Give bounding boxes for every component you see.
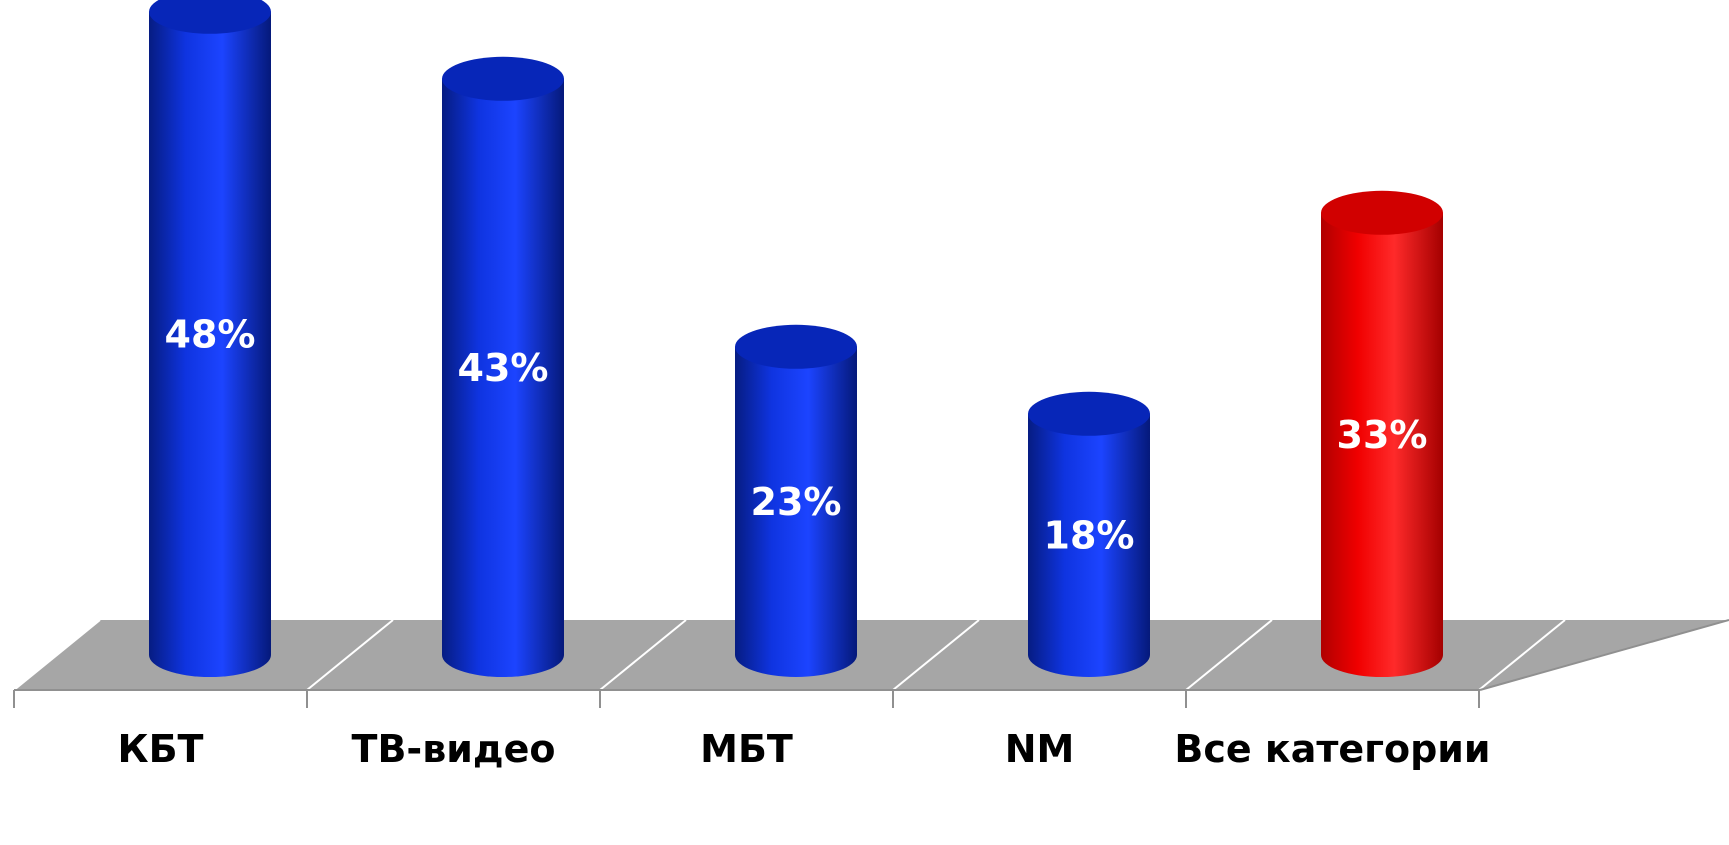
floor-divider bbox=[13, 619, 101, 691]
bar bbox=[1321, 190, 1443, 678]
bar bbox=[442, 56, 564, 678]
category-labels: КБТ ТВ-видео МБТ NM Все категории bbox=[118, 727, 1491, 771]
floor-edge-line bbox=[1479, 619, 1729, 691]
floor-divider bbox=[1185, 619, 1273, 691]
category-label: NM bbox=[1005, 727, 1075, 771]
category-label: ТВ-видео bbox=[352, 727, 556, 771]
data-label: 33% bbox=[1337, 413, 1428, 457]
floor-divider bbox=[892, 619, 980, 691]
bar-body bbox=[1321, 212, 1443, 678]
chart-floor bbox=[13, 619, 1729, 691]
data-label: 48% bbox=[165, 312, 256, 356]
floor-divider bbox=[306, 619, 394, 691]
data-label: 18% bbox=[1044, 513, 1135, 557]
bar-body bbox=[442, 78, 564, 678]
bar-body bbox=[1028, 413, 1150, 677]
bar-top bbox=[442, 56, 564, 101]
bar-body bbox=[149, 11, 271, 677]
bar bbox=[1028, 391, 1150, 677]
category-label: Все категории bbox=[1174, 727, 1490, 771]
bars bbox=[149, 0, 1443, 678]
category-label: КБТ bbox=[118, 727, 204, 771]
x-axis bbox=[13, 619, 1729, 708]
data-labels: 48% 43% 23% 18% 33% bbox=[165, 312, 1428, 557]
bar bbox=[735, 324, 857, 677]
bar-top bbox=[735, 324, 857, 369]
category-label: МБТ bbox=[700, 727, 793, 771]
bar-top bbox=[1321, 190, 1443, 235]
data-label: 23% bbox=[751, 480, 842, 524]
floor-divider bbox=[1478, 619, 1566, 691]
bar bbox=[149, 0, 271, 677]
data-label: 43% bbox=[458, 346, 549, 390]
floor-divider bbox=[599, 619, 687, 691]
bar-top bbox=[1028, 391, 1150, 436]
bar-body bbox=[735, 346, 857, 677]
floor-divider-lines bbox=[13, 619, 1566, 691]
bar-top bbox=[149, 0, 271, 34]
floor-plane bbox=[14, 620, 1729, 690]
x-axis-ticks bbox=[13, 690, 1480, 708]
